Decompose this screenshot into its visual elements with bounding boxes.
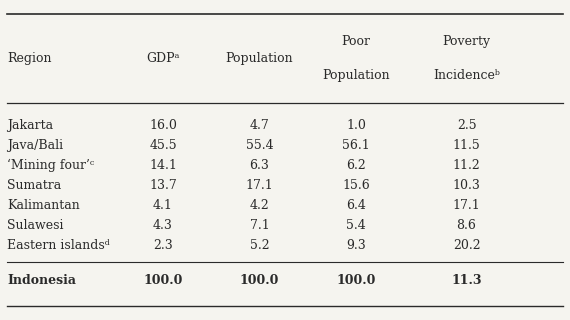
- Text: 14.1: 14.1: [149, 159, 177, 172]
- Text: 6.3: 6.3: [250, 159, 270, 172]
- Text: Eastern islandsᵈ: Eastern islandsᵈ: [7, 239, 110, 252]
- Text: 11.5: 11.5: [453, 139, 481, 152]
- Text: 11.3: 11.3: [451, 274, 482, 287]
- Text: Region: Region: [7, 52, 51, 65]
- Text: 9.3: 9.3: [346, 239, 366, 252]
- Text: 100.0: 100.0: [144, 274, 183, 287]
- Text: ‘Mining four’ᶜ: ‘Mining four’ᶜ: [7, 159, 94, 172]
- Text: Jakarta: Jakarta: [7, 119, 53, 132]
- Text: 100.0: 100.0: [240, 274, 279, 287]
- Text: 5.4: 5.4: [346, 219, 366, 232]
- Text: 4.3: 4.3: [153, 219, 173, 232]
- Text: 6.4: 6.4: [346, 199, 366, 212]
- Text: Population: Population: [226, 52, 294, 65]
- Text: Java/Bali: Java/Bali: [7, 139, 63, 152]
- Text: Population: Population: [322, 69, 390, 83]
- Text: 20.2: 20.2: [453, 239, 481, 252]
- Text: 6.2: 6.2: [346, 159, 366, 172]
- Text: Incidenceᵇ: Incidenceᵇ: [433, 69, 500, 83]
- Text: 4.1: 4.1: [153, 199, 173, 212]
- Text: 11.2: 11.2: [453, 159, 481, 172]
- Text: 45.5: 45.5: [149, 139, 177, 152]
- Text: 4.2: 4.2: [250, 199, 270, 212]
- Text: 13.7: 13.7: [149, 179, 177, 192]
- Text: 8.6: 8.6: [457, 219, 477, 232]
- Text: 55.4: 55.4: [246, 139, 273, 152]
- Text: 17.1: 17.1: [246, 179, 274, 192]
- Text: Poverty: Poverty: [442, 35, 491, 48]
- Text: 16.0: 16.0: [149, 119, 177, 132]
- Text: Sumatra: Sumatra: [7, 179, 62, 192]
- Text: 15.6: 15.6: [342, 179, 370, 192]
- Text: 100.0: 100.0: [336, 274, 376, 287]
- Text: 7.1: 7.1: [250, 219, 270, 232]
- Text: Kalimantan: Kalimantan: [7, 199, 80, 212]
- Text: Poor: Poor: [341, 35, 371, 48]
- Text: 4.7: 4.7: [250, 119, 270, 132]
- Text: Sulawesi: Sulawesi: [7, 219, 64, 232]
- Text: Indonesia: Indonesia: [7, 274, 76, 287]
- Text: 56.1: 56.1: [342, 139, 370, 152]
- Text: 5.2: 5.2: [250, 239, 269, 252]
- Text: GDPᵃ: GDPᵃ: [146, 52, 180, 65]
- Text: 10.3: 10.3: [453, 179, 481, 192]
- Text: 1.0: 1.0: [346, 119, 366, 132]
- Text: 2.3: 2.3: [153, 239, 173, 252]
- Text: 2.5: 2.5: [457, 119, 477, 132]
- Text: 17.1: 17.1: [453, 199, 481, 212]
